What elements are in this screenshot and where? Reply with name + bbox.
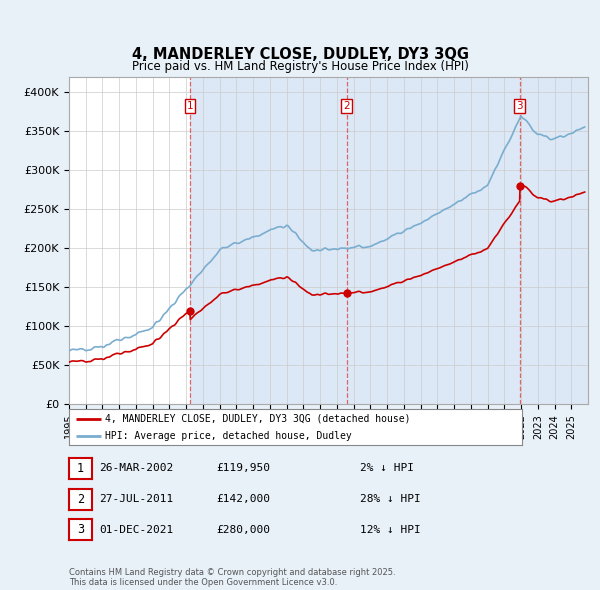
Text: 01-DEC-2021: 01-DEC-2021 [99,525,173,535]
Text: 4, MANDERLEY CLOSE, DUDLEY, DY3 3QG: 4, MANDERLEY CLOSE, DUDLEY, DY3 3QG [131,47,469,62]
Text: Price paid vs. HM Land Registry's House Price Index (HPI): Price paid vs. HM Land Registry's House … [131,60,469,73]
Text: £280,000: £280,000 [216,525,270,535]
Text: 4, MANDERLEY CLOSE, DUDLEY, DY3 3QG (detached house): 4, MANDERLEY CLOSE, DUDLEY, DY3 3QG (det… [105,414,411,424]
Text: 27-JUL-2011: 27-JUL-2011 [99,494,173,504]
Text: 2% ↓ HPI: 2% ↓ HPI [360,464,414,473]
Text: £142,000: £142,000 [216,494,270,504]
Text: 28% ↓ HPI: 28% ↓ HPI [360,494,421,504]
Bar [190,77,588,404]
Text: 3: 3 [517,101,523,111]
Text: 2: 2 [343,101,350,111]
Text: 26-MAR-2002: 26-MAR-2002 [99,464,173,473]
Text: 2: 2 [77,493,84,506]
Text: HPI: Average price, detached house, Dudley: HPI: Average price, detached house, Dudl… [105,431,352,441]
Text: Contains HM Land Registry data © Crown copyright and database right 2025.
This d: Contains HM Land Registry data © Crown c… [69,568,395,587]
Text: 1: 1 [187,101,193,111]
Text: 12% ↓ HPI: 12% ↓ HPI [360,525,421,535]
Text: £119,950: £119,950 [216,464,270,473]
Text: 1: 1 [77,462,84,475]
Text: 3: 3 [77,523,84,536]
